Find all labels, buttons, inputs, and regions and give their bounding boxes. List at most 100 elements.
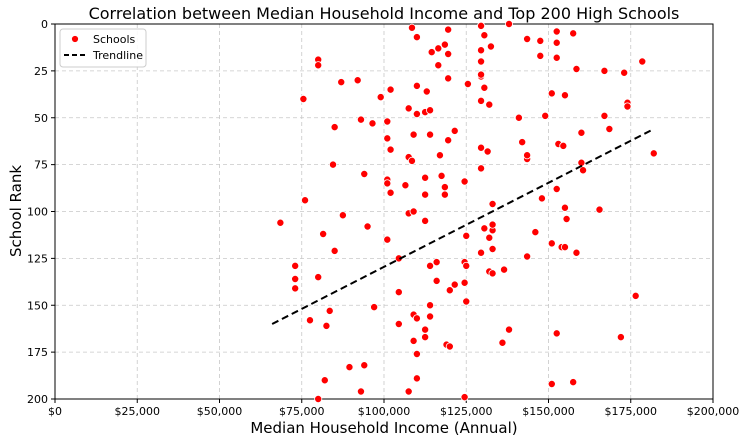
school-point (536, 36, 545, 45)
school-point (440, 183, 449, 192)
school-point (444, 74, 453, 83)
school-point (404, 104, 413, 113)
school-point (560, 203, 569, 212)
school-point (427, 48, 436, 57)
school-point (500, 265, 509, 274)
school-point (314, 61, 323, 70)
school-point (477, 164, 486, 173)
school-point (480, 83, 489, 92)
school-point (562, 214, 571, 223)
school-point (444, 25, 453, 34)
school-point (605, 125, 614, 134)
school-point (616, 333, 625, 342)
school-point (401, 181, 410, 190)
school-point (421, 333, 430, 342)
school-point (460, 278, 469, 287)
school-point (345, 363, 354, 372)
legend-trendline-label: Trendline (92, 49, 143, 62)
school-point (291, 261, 300, 270)
school-point (488, 244, 497, 253)
school-point (560, 243, 569, 252)
school-point (383, 179, 392, 188)
y-tick-label: 200 (27, 393, 48, 406)
school-point (523, 35, 532, 44)
x-axis-label: Median Household Income (Annual) (250, 419, 517, 437)
school-point (600, 111, 609, 120)
school-point (638, 57, 647, 66)
school-point (386, 85, 395, 94)
school-point (386, 188, 395, 197)
school-point (462, 231, 471, 240)
school-point (409, 336, 418, 345)
school-point (319, 229, 328, 238)
school-point (477, 21, 486, 30)
school-point (572, 65, 581, 74)
school-point (600, 66, 609, 75)
school-point (314, 394, 323, 403)
school-point (426, 130, 435, 139)
school-point (376, 93, 385, 102)
school-point (649, 149, 658, 158)
school-point (444, 50, 453, 59)
school-point (394, 288, 403, 297)
school-point (383, 134, 392, 143)
school-point (353, 76, 362, 85)
school-point (483, 147, 492, 156)
school-point (536, 51, 545, 60)
school-point (432, 258, 441, 267)
school-point (620, 68, 629, 77)
school-point (409, 130, 418, 139)
school-point (299, 95, 308, 104)
school-point (552, 53, 561, 62)
school-point (498, 338, 507, 347)
school-point (505, 19, 514, 28)
school-point (488, 220, 497, 229)
school-point (337, 78, 346, 87)
school-point (412, 349, 421, 358)
school-point (394, 319, 403, 328)
school-point (486, 42, 495, 51)
x-tick-label: $100,000 (358, 405, 411, 418)
school-point (552, 184, 561, 193)
school-point (552, 329, 561, 338)
school-point (330, 246, 339, 255)
y-axis-label: School Rank (7, 165, 25, 257)
school-point (434, 44, 443, 53)
y-tick-label: 25 (34, 65, 48, 78)
x-tick-label: $25,000 (115, 405, 161, 418)
school-point (450, 280, 459, 289)
school-point (426, 106, 435, 115)
y-tick-label: 50 (34, 112, 48, 125)
school-point (360, 169, 369, 178)
school-point (623, 102, 632, 111)
school-point (426, 261, 435, 270)
school-point (383, 235, 392, 244)
school-point (322, 321, 331, 330)
y-tick-label: 75 (34, 159, 48, 172)
school-point (368, 119, 377, 128)
school-point (477, 143, 486, 152)
school-point (463, 80, 472, 89)
school-point (409, 207, 418, 216)
school-point (360, 361, 369, 370)
school-point (404, 387, 413, 396)
school-point (329, 160, 338, 169)
school-point (595, 205, 604, 214)
y-tick-label: 125 (27, 252, 48, 265)
school-point (488, 199, 497, 208)
school-point (421, 173, 430, 182)
school-point (412, 374, 421, 383)
school-point (412, 81, 421, 90)
school-point (320, 376, 329, 385)
trendline (271, 128, 655, 325)
school-point (477, 70, 486, 79)
school-point (460, 177, 469, 186)
school-point (407, 23, 416, 32)
school-point (572, 248, 581, 257)
x-tick-label: $150,000 (522, 405, 575, 418)
schools-series (276, 19, 658, 403)
school-point (422, 87, 431, 96)
school-point (552, 27, 561, 36)
x-tick-label: $50,000 (197, 405, 243, 418)
x-tick-label: $0 (48, 405, 62, 418)
